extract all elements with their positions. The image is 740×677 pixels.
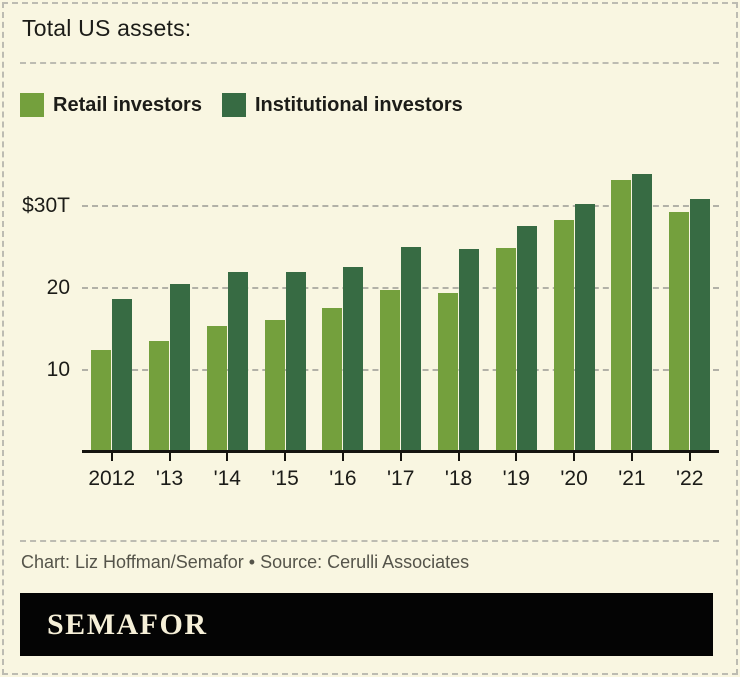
x-axis-label-15: '15 [271,467,299,490]
x-axis-label-13: '13 [155,467,184,490]
x-tick-16 [341,452,344,461]
y-axis-label-30: $30T [22,194,70,217]
x-tick-15 [284,452,287,461]
legend-label-institutional: Institutional investors [254,93,463,116]
y-axis-label-20: 20 [46,276,70,299]
bar-retail-21 [611,179,632,452]
x-axis-label-18: '18 [444,467,473,490]
retail-swatch-icon [20,93,44,117]
bar-institutional-22 [690,199,711,452]
semafor-wordmark: SEMAFOR [47,607,208,641]
x-axis-line [82,450,719,453]
bar-institutional-13 [170,283,190,452]
bar-retail-20 [553,219,574,452]
title-divider [20,62,719,64]
x-axis-label-17: '17 [387,467,415,490]
gridline-10 [82,369,719,371]
bar-institutional-18 [459,248,479,452]
x-axis-label-16: '16 [329,467,357,490]
bar-institutional-14 [227,272,248,452]
x-tick-17 [399,452,402,461]
x-tick-13 [168,452,171,461]
x-tick-22 [688,452,691,461]
gridline-20 [82,287,719,289]
legend-item-retail: Retail investors [20,93,202,117]
bar-institutional-2012 [112,298,133,452]
bar-retail-2012 [91,350,112,452]
legend-item-institutional: Institutional investors [221,93,463,117]
x-axis-label-19: '19 [502,467,530,490]
x-axis-label-20: '20 [560,467,588,490]
bar-retail-19 [495,247,516,452]
bar-retail-13 [149,341,169,452]
institutional-swatch-icon [221,93,246,117]
bar-retail-17 [380,290,401,452]
x-tick-14 [226,452,229,461]
x-axis-label-21: '21 [618,467,646,490]
bar-institutional-15 [285,272,306,452]
bar-retail-14 [206,325,227,452]
bar-institutional-21 [632,174,653,452]
bar-retail-16 [322,307,343,452]
legend: Retail investors Institutional investors [20,93,463,117]
y-axis-label-10: 10 [46,358,70,381]
legend-label-retail: Retail investors [53,93,202,116]
x-axis-label-14: '14 [213,467,241,490]
x-tick-20 [573,452,576,461]
bar-institutional-20 [574,203,595,452]
bar-retail-15 [264,319,285,452]
gridline-30 [82,205,719,207]
x-tick-18 [457,452,460,461]
x-tick-19 [515,452,518,461]
bar-retail-18 [438,292,458,452]
x-axis-label-22: '22 [676,467,704,490]
credit-line: Chart: Liz Hoffman/Semafor • Source: Cer… [21,552,470,572]
bar-retail-22 [669,211,690,452]
x-axis-label-2012: 2012 [88,467,136,490]
footer-divider [20,540,719,542]
bar-institutional-16 [343,266,364,452]
x-tick-2012 [110,452,113,461]
x-tick-21 [630,452,633,461]
semafor-logo-banner: SEMAFOR [20,593,713,656]
bar-institutional-17 [401,247,422,452]
bar-institutional-19 [516,225,537,452]
page-title: Total US assets: [22,15,192,41]
